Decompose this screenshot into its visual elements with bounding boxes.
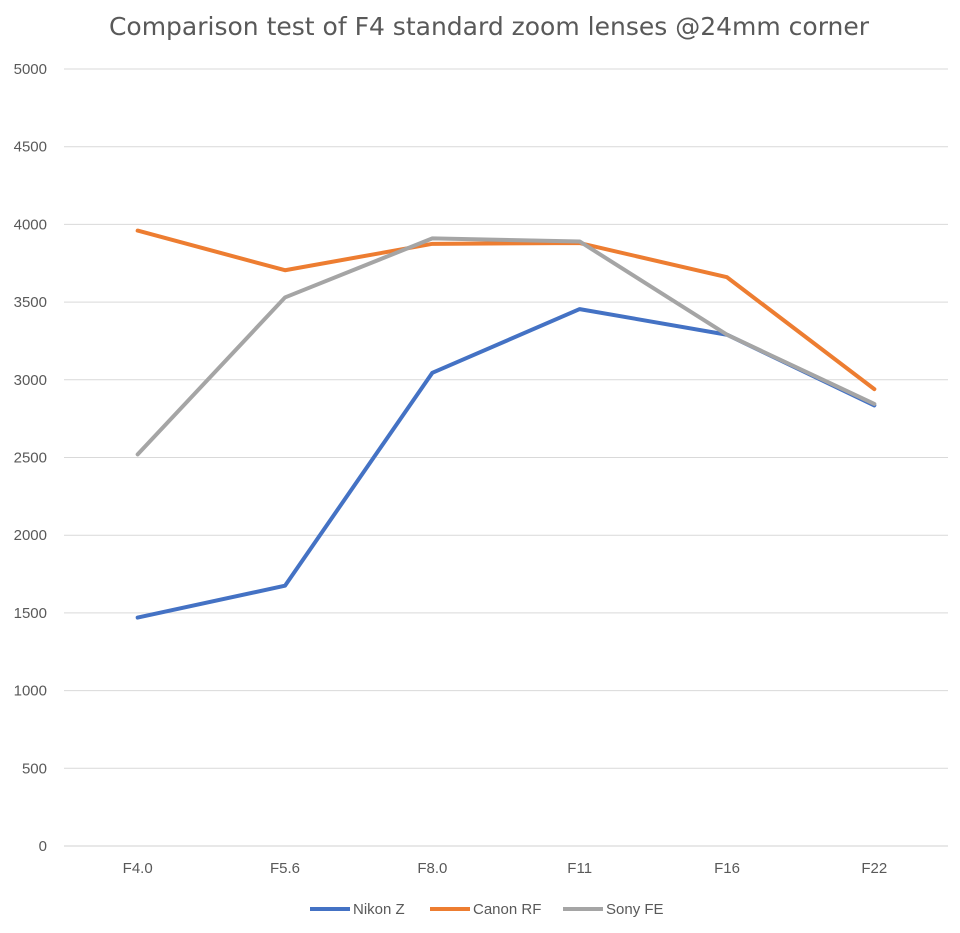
y-tick-label: 500 xyxy=(22,760,47,777)
chart-title: Comparison test of F4 standard zoom lens… xyxy=(108,12,870,41)
legend: Nikon Z Canon RF Sony FE xyxy=(310,901,664,918)
legend-item-sony-fe: Sony FE xyxy=(563,901,664,918)
x-axis-ticks: F4.0 F5.6 F8.0 F11 F16 F22 xyxy=(123,860,888,877)
y-tick-label: 2500 xyxy=(14,450,47,467)
x-tick-label: F16 xyxy=(714,860,740,877)
legend-label: Sony FE xyxy=(606,901,664,918)
x-tick-label: F22 xyxy=(861,860,887,877)
y-tick-label: 5000 xyxy=(14,61,47,78)
series-lines xyxy=(135,228,877,620)
y-tick-label: 3000 xyxy=(14,372,47,389)
y-axis-ticks: 0 500 1000 1500 2000 2500 3000 3500 4000 4500 5000 xyxy=(14,61,47,855)
series-line-nikon-z xyxy=(135,307,877,620)
y-tick-label: 1000 xyxy=(14,683,47,700)
y-tick-label: 0 xyxy=(39,838,47,855)
y-tick-label: 2000 xyxy=(14,527,47,544)
series-line-sony-fe xyxy=(135,236,877,457)
gridlines xyxy=(64,68,948,847)
legend-label: Canon RF xyxy=(473,901,541,918)
y-tick-label: 4500 xyxy=(14,139,47,156)
x-tick-label: F4.0 xyxy=(123,860,153,877)
y-tick-label: 4000 xyxy=(14,216,47,233)
x-tick-label: F8.0 xyxy=(417,860,447,877)
y-tick-label: 3500 xyxy=(14,294,47,311)
legend-item-canon-rf: Canon RF xyxy=(430,901,541,918)
legend-label: Nikon Z xyxy=(353,901,405,918)
legend-item-nikon-z: Nikon Z xyxy=(310,901,405,918)
y-tick-label: 1500 xyxy=(14,605,47,622)
x-tick-label: F11 xyxy=(567,860,592,877)
series-line-canon-rf xyxy=(135,228,877,392)
x-tick-label: F5.6 xyxy=(270,860,300,877)
